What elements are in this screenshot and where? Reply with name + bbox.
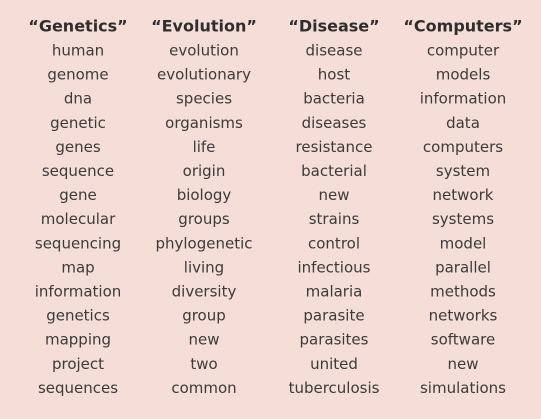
topic-word: parallel <box>435 258 491 276</box>
topic-word: malaria <box>306 283 363 301</box>
topic-word: genetics <box>46 307 110 325</box>
topic-word: bacteria <box>303 90 365 108</box>
topic-word: genome <box>47 66 108 84</box>
topic-word: genes <box>55 138 100 156</box>
topic-word: common <box>171 379 236 397</box>
column-header: “Genetics” <box>28 17 127 36</box>
topic-word: resistance <box>296 138 373 156</box>
topic-word: networks <box>429 307 498 325</box>
topic-word: disease <box>306 42 363 60</box>
topic-word: new <box>447 355 478 373</box>
topic-word: simulations <box>420 379 506 397</box>
topic-word: new <box>318 186 349 204</box>
topic-word: species <box>176 90 232 108</box>
topic-word: new <box>188 331 219 349</box>
topic-word: life <box>193 138 216 156</box>
topic-word: dna <box>64 90 92 108</box>
topic-word: model <box>440 234 487 252</box>
topic-word: biology <box>177 186 232 204</box>
topic-word: control <box>308 234 360 252</box>
topic-word: parasite <box>303 307 364 325</box>
topic-word: evolutionary <box>157 66 251 84</box>
topic-word: sequencing <box>35 234 121 252</box>
topic-word: sequences <box>38 379 118 397</box>
topic-word: software <box>431 331 495 349</box>
topic-word: computer <box>427 42 500 60</box>
topic-word: sequence <box>42 162 114 180</box>
topic-word: tuberculosis <box>289 379 380 397</box>
topic-word: molecular <box>41 210 116 228</box>
topic-word: project <box>52 355 104 373</box>
topic-word: living <box>184 258 224 276</box>
topic-word: map <box>61 258 94 276</box>
topic-word: host <box>318 66 350 84</box>
topic-word: origin <box>183 162 226 180</box>
topic-word: organisms <box>165 114 243 132</box>
topic-word: system <box>436 162 490 180</box>
topic-word: gene <box>59 186 97 204</box>
topic-word: human <box>52 42 104 60</box>
topic-word: parasites <box>300 331 369 349</box>
topic-word: strains <box>309 210 360 228</box>
topic-word: mapping <box>45 331 111 349</box>
column-header: “Disease” <box>288 17 379 36</box>
topic-word: models <box>436 66 491 84</box>
column-header: “Computers” <box>403 17 522 36</box>
topic-word: group <box>182 307 226 325</box>
topic-word: genetic <box>50 114 106 132</box>
topic-word: united <box>310 355 358 373</box>
topic-word: computers <box>423 138 503 156</box>
topic-word: phylogenetic <box>155 234 252 252</box>
topic-word: two <box>190 355 217 373</box>
topic-word: information <box>420 90 507 108</box>
topic-word: methods <box>430 283 496 301</box>
topic-word: evolution <box>169 42 239 60</box>
topic-word: network <box>433 186 494 204</box>
topic-word: diversity <box>172 283 237 301</box>
topic-word: bacterial <box>301 162 367 180</box>
topic-word: infectious <box>298 258 371 276</box>
topic-word: data <box>446 114 480 132</box>
topic-word: diseases <box>302 114 367 132</box>
topic-word: information <box>35 283 122 301</box>
topic-word: systems <box>432 210 494 228</box>
topic-word: groups <box>178 210 230 228</box>
column-header: “Evolution” <box>151 17 257 36</box>
